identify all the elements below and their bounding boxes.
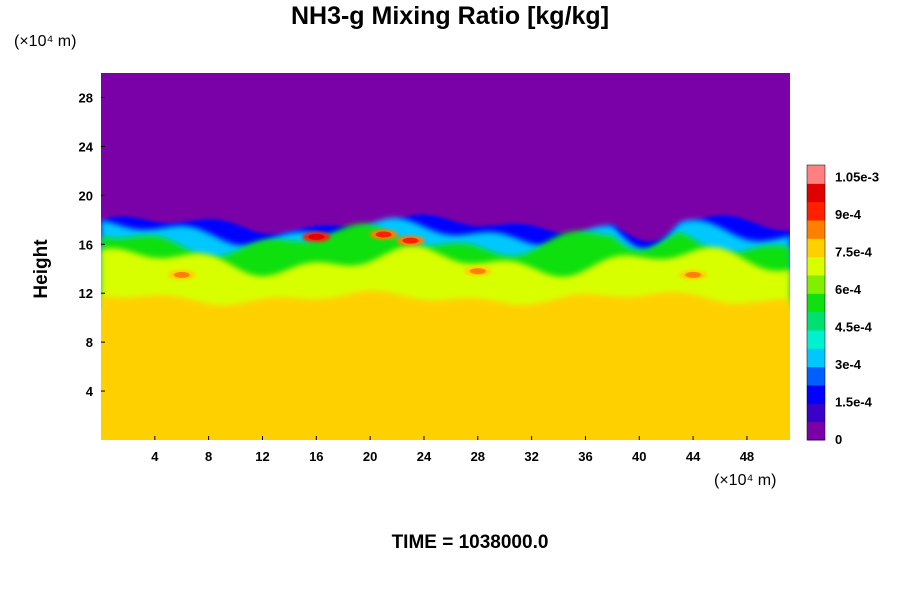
heatmap-field <box>101 73 790 440</box>
x-tick-label: 8 <box>205 449 212 464</box>
y-tick-label: 24 <box>79 139 94 154</box>
hotspot-core <box>173 271 190 278</box>
x-tick-label: 16 <box>309 449 323 464</box>
y-axis-ticks: 4 8 12 16 20 24 28 <box>79 90 105 399</box>
x-tick-label: 48 <box>740 449 754 464</box>
colorbar-segment <box>807 385 825 404</box>
hotspot-core <box>308 233 325 240</box>
x-axis-unit: (×10⁴ m) <box>714 472 777 489</box>
x-tick-label: 40 <box>632 449 646 464</box>
x-tick-label: 12 <box>255 449 269 464</box>
colorbar-segment <box>807 183 825 203</box>
colorbar-segment <box>807 366 825 386</box>
colorbar: 0 1.5e-4 3e-4 4.5e-4 6e-4 7.5e-4 9e-4 1.05e-3 <box>806 164 879 447</box>
time-label: TIME = 1038000.0 <box>391 532 549 553</box>
x-tick-label: 32 <box>524 449 538 464</box>
colorbar-tick-label: 6e-4 <box>835 282 862 297</box>
hotspot-core <box>375 231 392 238</box>
colorbar-segment <box>807 275 825 294</box>
hotspot-core <box>685 271 702 278</box>
colorbar-tick-label: 4.5e-4 <box>835 320 873 335</box>
colorbar-segment <box>807 348 825 368</box>
y-axis-unit: (×10⁴ m) <box>14 33 77 50</box>
colorbar-segment <box>807 238 825 258</box>
y-tick-label: 20 <box>79 188 93 203</box>
y-tick-label: 8 <box>86 335 93 350</box>
colorbar-tick-label: 3e-4 <box>835 357 862 372</box>
region-lower-layer <box>101 309 790 440</box>
colorbar-segment <box>807 330 825 349</box>
y-tick-label: 12 <box>79 286 93 301</box>
colorbar-segment <box>807 311 825 331</box>
colorbar-segment <box>807 165 825 184</box>
colorbar-tick-label: 1.05e-3 <box>835 170 879 185</box>
y-tick-label: 28 <box>79 90 93 105</box>
colorbar-frame <box>806 164 826 441</box>
x-tick-label: 36 <box>578 449 592 464</box>
colorbar-segment <box>807 403 825 423</box>
x-tick-label: 4 <box>151 449 159 464</box>
colorbar-segment <box>807 421 825 441</box>
colorbar-tick-label: 9e-4 <box>835 207 862 222</box>
hotspot-core <box>402 237 419 244</box>
colorbar-segment <box>807 201 825 221</box>
y-tick-label: 16 <box>79 237 93 252</box>
colorbar-segment <box>807 220 825 239</box>
x-tick-label: 20 <box>363 449 377 464</box>
colorbar-tick-label: 1.5e-4 <box>835 395 873 410</box>
x-tick-label: 28 <box>471 449 485 464</box>
colorbar-tick-label: 7.5e-4 <box>835 245 873 260</box>
x-tick-label: 24 <box>417 449 432 464</box>
colorbar-tick-label: 0 <box>835 432 842 447</box>
colorbar-segment <box>807 256 825 276</box>
x-axis-ticks: 4 8 12 16 20 24 28 32 36 40 44 48 <box>151 436 754 464</box>
hotspot-core <box>469 268 486 275</box>
chart-title: NH3-g Mixing Ratio [kg/kg] <box>290 2 610 30</box>
y-tick-label: 4 <box>86 384 94 399</box>
x-tick-label: 44 <box>686 449 701 464</box>
colorbar-segment <box>807 293 825 313</box>
